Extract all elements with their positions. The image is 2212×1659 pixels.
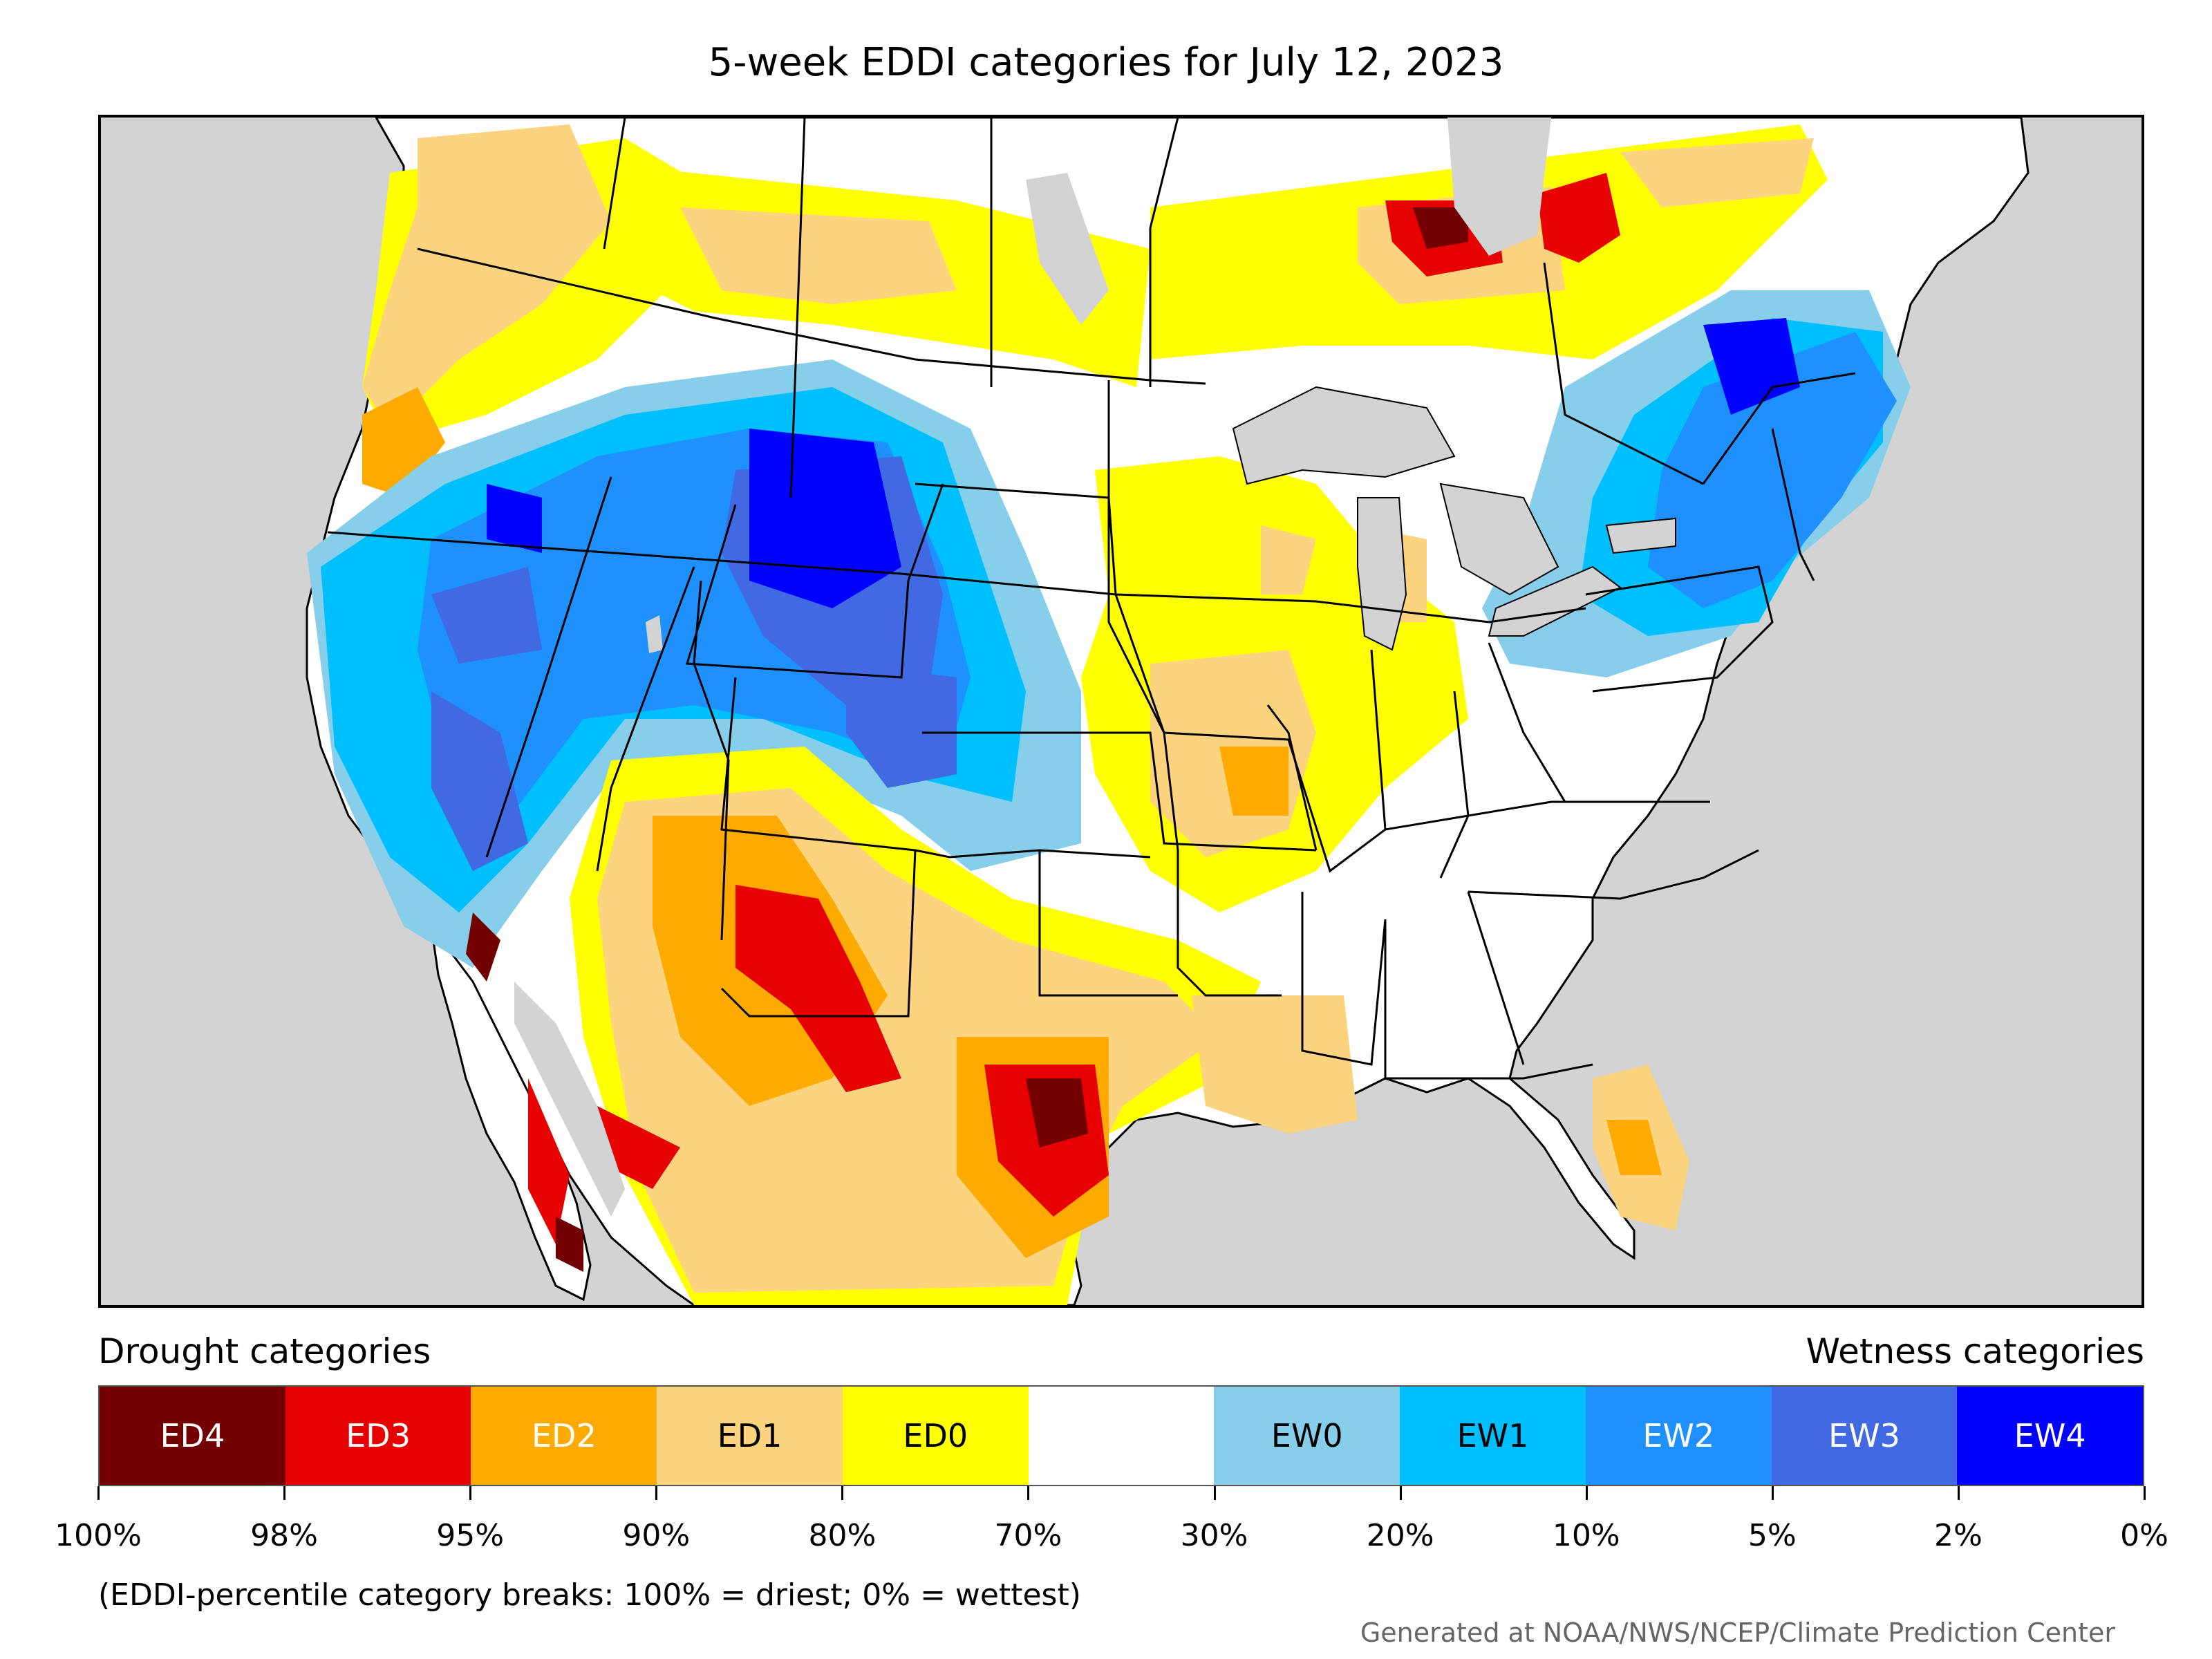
legend-tick-label: 0% bbox=[2120, 1518, 2168, 1553]
region-quebec-ed1 bbox=[1620, 138, 1814, 207]
great-salt-lake bbox=[646, 615, 663, 653]
legend-cell-neutral bbox=[1028, 1387, 1215, 1485]
legend-tick bbox=[2144, 1486, 2146, 1500]
legend-tick bbox=[841, 1486, 844, 1500]
region-prairies-ed1 bbox=[680, 207, 957, 304]
region-northeast-ew4 bbox=[1703, 318, 1800, 415]
drought-categories-heading: Drought categories bbox=[98, 1331, 431, 1371]
legend-tick-label: 98% bbox=[250, 1518, 318, 1553]
legend-cell-ed1: ED1 bbox=[657, 1387, 843, 1485]
legend-cell-ed3: ED3 bbox=[285, 1387, 471, 1485]
region-quebec-ed3 bbox=[1537, 173, 1620, 263]
legend-tick-label: 30% bbox=[1180, 1518, 1248, 1553]
legend-cell-ed4: ED4 bbox=[100, 1387, 285, 1485]
legend-tick-label: 80% bbox=[808, 1518, 877, 1553]
legend-cell-ew3: EW3 bbox=[1771, 1387, 1958, 1485]
legend-tick bbox=[655, 1486, 658, 1500]
legend-tick bbox=[1027, 1486, 1030, 1500]
category-legend-bar: ED4 ED3 ED2 ED1 ED0 EW0 EW1 EW2 EW3 EW4 bbox=[98, 1385, 2144, 1486]
legend-tick-label: 100% bbox=[55, 1518, 142, 1553]
boundaries bbox=[327, 118, 1856, 1080]
legend-tick bbox=[97, 1486, 100, 1500]
legend-tick-label: 95% bbox=[436, 1518, 505, 1553]
lake-erie bbox=[1488, 565, 1622, 637]
legend-tick bbox=[1213, 1486, 1216, 1500]
region-west-ew4 bbox=[487, 429, 901, 608]
legend-tick-label: 20% bbox=[1366, 1518, 1434, 1553]
region-northeast-ew2 bbox=[1648, 332, 1897, 608]
credit-line: Generated at NOAA/NWS/NCEP/Climate Predi… bbox=[1360, 1618, 2115, 1648]
region-pnw-ed1 bbox=[362, 124, 611, 429]
region-midwest-ed2 bbox=[1219, 747, 1288, 816]
region-florida-ed2 bbox=[1606, 1120, 1662, 1175]
region-ontario-ed4 bbox=[1413, 207, 1468, 249]
legend-tick bbox=[1585, 1486, 1588, 1500]
category-breaks-note: (EDDI-percentile category breaks: 100% =… bbox=[98, 1577, 1081, 1613]
legend-cell-ed0: ED0 bbox=[842, 1387, 1029, 1485]
lake-huron bbox=[1439, 482, 1559, 596]
region-south-ed3 bbox=[528, 885, 1109, 1244]
region-midwest-ed1 bbox=[1150, 525, 1427, 857]
legend-cell-ed2: ED2 bbox=[471, 1387, 657, 1485]
legend-cell-ew4: EW4 bbox=[1957, 1387, 2144, 1485]
legend-tick bbox=[1771, 1486, 1774, 1500]
lake-superior bbox=[1232, 386, 1456, 485]
hudson-bay-inlet bbox=[1447, 118, 1551, 256]
legend-tick bbox=[283, 1486, 286, 1500]
legend-tick bbox=[1399, 1486, 1402, 1500]
eddi-map bbox=[98, 115, 2144, 1308]
legend-cell-ew2: EW2 bbox=[1585, 1387, 1772, 1485]
legend-tick bbox=[1957, 1486, 1960, 1500]
lake-ontario bbox=[1605, 517, 1676, 554]
legend-tick-label: 10% bbox=[1552, 1518, 1620, 1553]
wetness-categories-heading: Wetness categories bbox=[1806, 1331, 2144, 1371]
legend-ticks bbox=[97, 1486, 2146, 1500]
legend-tick-label: 5% bbox=[1747, 1518, 1797, 1553]
legend-cell-ew1: EW1 bbox=[1400, 1387, 1586, 1485]
legend-tick-label: 90% bbox=[622, 1518, 691, 1553]
map-title: 5-week EDDI categories for July 12, 2023 bbox=[708, 40, 1504, 85]
legend-cell-ew0: EW0 bbox=[1214, 1387, 1400, 1485]
gulf-of-california bbox=[514, 982, 625, 1217]
lake-winnipeg bbox=[1026, 173, 1109, 325]
legend-tick-label: 2% bbox=[1934, 1518, 1983, 1553]
legend-tick bbox=[469, 1486, 472, 1500]
legend-tick-label: 70% bbox=[994, 1518, 1062, 1553]
